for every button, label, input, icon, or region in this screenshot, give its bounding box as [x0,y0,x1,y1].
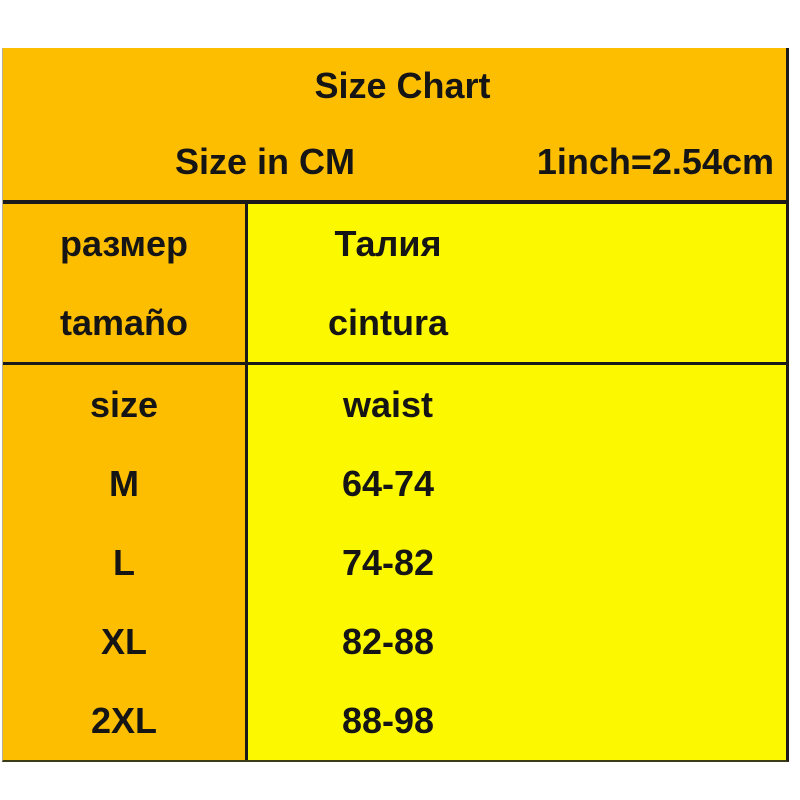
waist-range: 74-82 [341,541,435,583]
column-header-waist: waist [342,383,434,425]
chart-title: Size Chart [314,65,491,106]
size-column: size M L XL 2XL [3,365,248,760]
size-value: L [113,541,135,583]
chart-subtitle-row: Size in CM 1inch=2.54cm [3,141,786,183]
size-chart-table: Size Chart Size in CM 1inch=2.54cm разме… [2,48,789,762]
chart-header: Size Chart Size in CM 1inch=2.54cm [3,48,786,204]
conversion-note: 1inch=2.54cm [536,141,774,182]
label-section: размер tamaño Талия cintura [3,204,786,365]
column-header-size: size [89,383,159,425]
waist-range: 88-98 [341,699,435,741]
waist-column: waist 64-74 74-82 82-88 88-98 [248,365,786,760]
size-data-section: size M L XL 2XL waist 64-74 74-82 82-88 … [3,365,786,760]
size-value: 2XL [90,699,158,741]
waist-label-es: cintura [327,301,449,343]
size-label-es: tamaño [59,301,189,343]
waist-range: 82-88 [341,620,435,662]
size-value: XL [100,620,147,662]
size-value: M [109,462,139,504]
size-label-ru: размер [59,222,189,264]
waist-range: 64-74 [341,462,435,504]
label-column-size: размер tamaño [3,204,248,362]
waist-label-ru: Талия [334,222,442,264]
label-column-waist: Талия cintura [248,204,786,362]
unit-label: Size in CM [175,141,356,182]
